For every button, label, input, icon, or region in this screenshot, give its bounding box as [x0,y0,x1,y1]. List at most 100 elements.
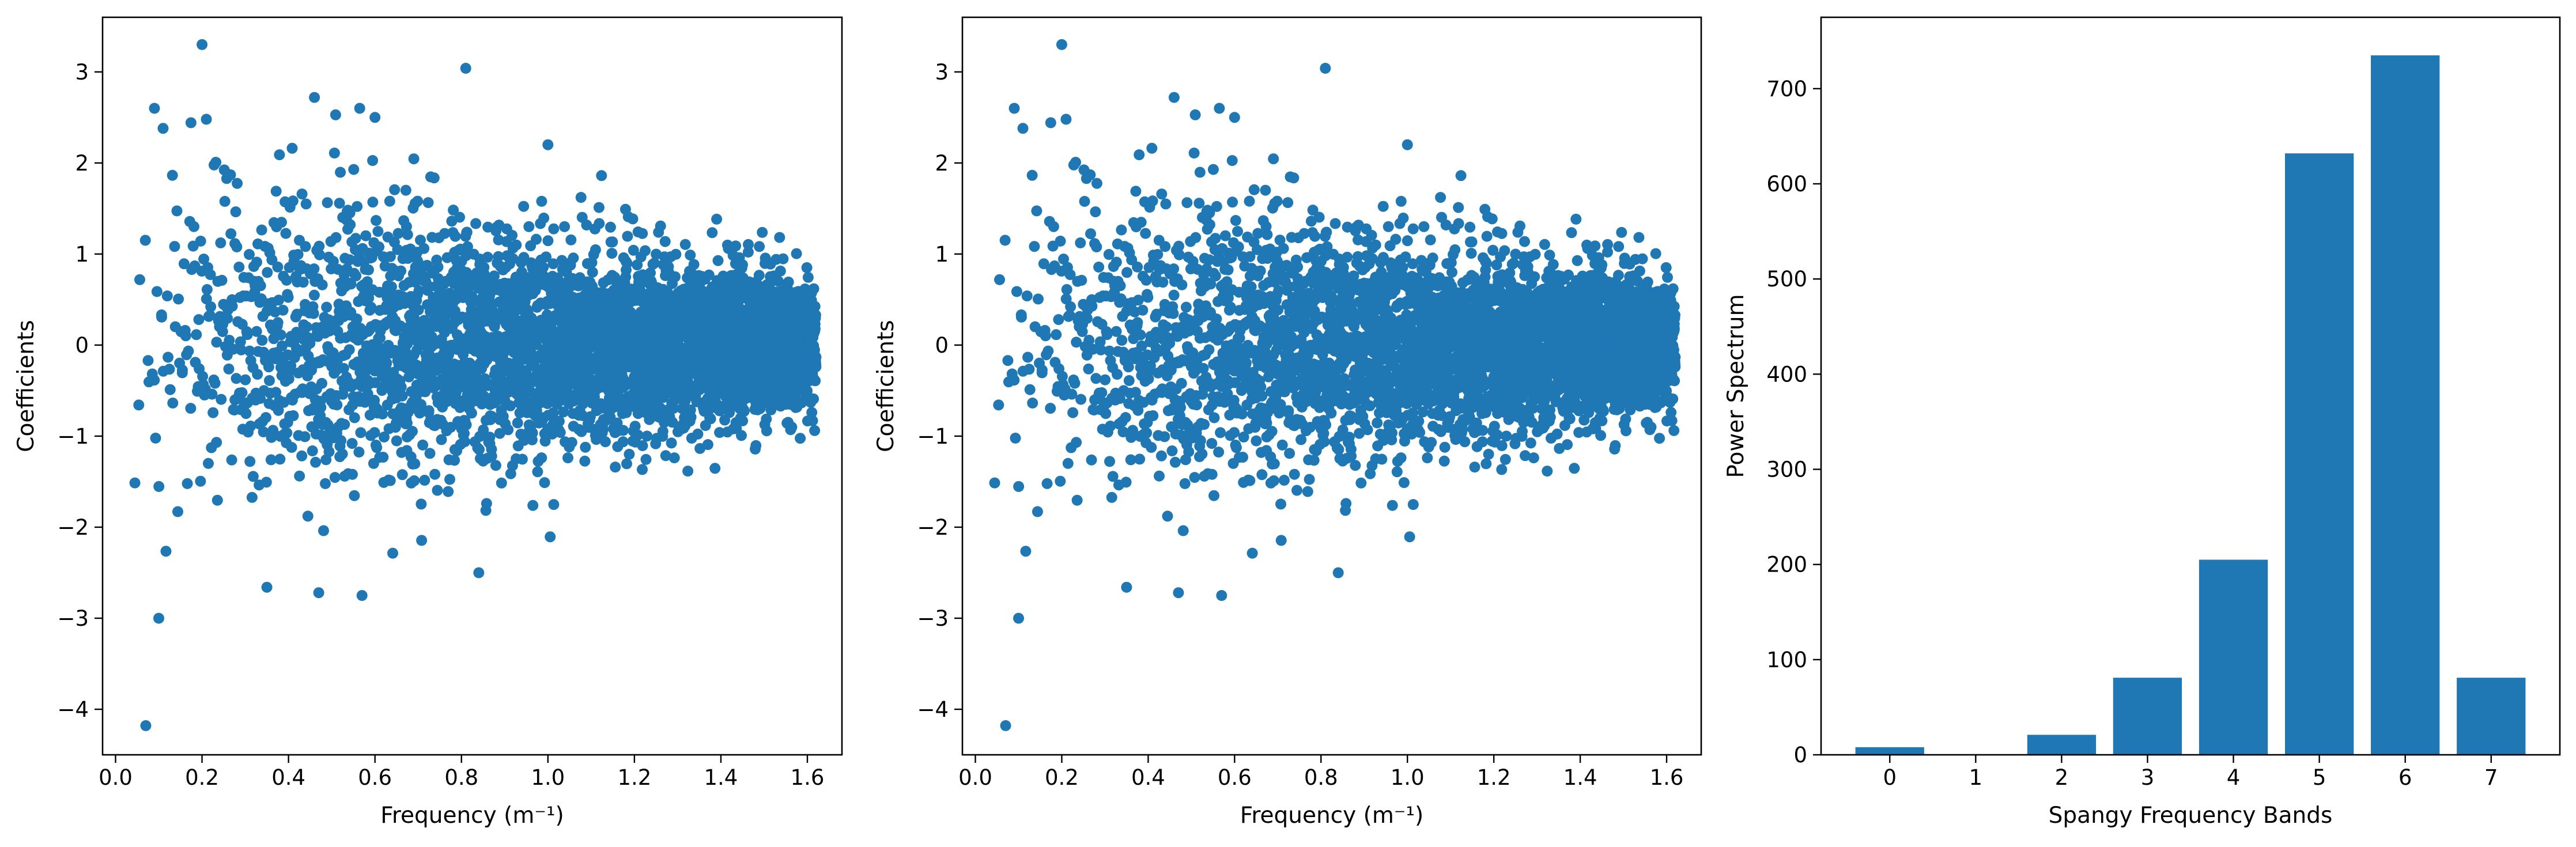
scatter-point [384,251,396,262]
scatter-point [182,478,193,489]
scatter-point [251,256,262,268]
scatter-point [575,192,587,203]
scatter-point [345,278,357,290]
scatter-point [707,227,718,239]
scatter-point [1210,233,1221,244]
scatter-point [1100,374,1111,385]
scatter-point [386,281,397,293]
scatter-point [993,399,1004,411]
scatter-point [330,232,342,243]
scatter-point [1141,427,1153,438]
scatter-point [205,301,217,312]
scatter-point [432,485,443,496]
scatter-point [1211,201,1222,212]
scatter-point [205,269,216,281]
scatter-point [1208,412,1220,423]
scatter-point [432,261,444,273]
scatter-point [1090,206,1101,218]
scatter-point [1086,300,1098,312]
y-tick-label: −3 [57,606,89,631]
scatter-point [211,494,223,506]
scatter-point [185,403,197,414]
scatter-point [466,407,477,419]
scatter-point [737,415,749,426]
scatter-point [1210,270,1221,282]
scatter-point [1079,196,1090,207]
scatter-point [160,546,172,557]
scatter-point [258,426,269,437]
scatter-point [246,491,258,503]
scatter-point [244,345,255,357]
scatter-point [407,426,418,437]
scatter-point [622,230,633,242]
scatter-point [264,375,275,386]
scatter-point [810,361,822,373]
scatter-point [682,466,694,477]
scatter-point [272,317,284,328]
scatter-point [600,436,611,448]
scatter-point [352,201,363,212]
scatter-point [999,235,1011,246]
scatter-point [1195,435,1206,447]
scatter-point [384,195,395,207]
scatter-point [270,186,282,197]
scatter-point [462,241,473,252]
scatter-point-outlier [201,114,212,125]
scatter-point [1155,450,1167,462]
scatter-point [263,361,274,373]
scatter-point [281,427,293,438]
scatter-point [177,364,188,376]
scatter-point [1271,195,1283,207]
scatter-point [191,329,202,341]
scatter-point [461,226,473,238]
scatter-point [709,463,721,474]
scatter-point [334,198,345,209]
scatter-point-outlier [140,720,152,731]
scatter-point [1043,345,1054,357]
y-tick-label: 1 [75,242,89,267]
scatter-point [659,236,671,247]
scatter-point [1123,375,1135,386]
scatter-point [807,415,818,426]
scatter-point [223,363,235,375]
scatter-point [539,477,550,489]
scatter-point [489,270,500,282]
scatter-point-outlier [369,112,381,123]
scatter-point [428,172,440,184]
scatter-point [1029,241,1040,252]
scatter-point [161,290,173,302]
scatter-point [211,437,222,448]
scatter-point [276,217,287,228]
scatter-point [343,344,355,356]
scatter-point [481,498,492,509]
scatter-point [316,279,328,290]
scatter-point [1176,279,1188,290]
scatter-point-outlier [309,92,320,103]
scatter-point [367,155,379,167]
scatter-point [810,309,821,321]
scatter-point [193,314,205,326]
scatter-point [201,284,213,295]
scatter-point [419,475,430,486]
scatter-point [331,399,343,411]
scatter-point [345,219,356,230]
scatter-point [275,329,286,341]
scatter-point [777,253,789,264]
scatter-point [1053,314,1064,326]
scatter-point [1026,169,1038,181]
scatter-point [301,321,312,332]
y-tick-label: 3 [75,60,89,85]
scatter-point [1204,219,1215,230]
scatter-point [1206,468,1218,480]
scatter-point [1189,472,1200,483]
scatter-point [1193,198,1205,209]
scatter-point [1020,546,1032,557]
scatter-point [129,477,141,489]
scatter-point [810,375,821,387]
scatter-point [994,274,1005,285]
scatter-point [251,326,262,337]
scatter-point [512,417,523,429]
scatter-point [1199,419,1210,430]
scatter-point [1233,241,1244,252]
scatter-point [410,275,421,287]
